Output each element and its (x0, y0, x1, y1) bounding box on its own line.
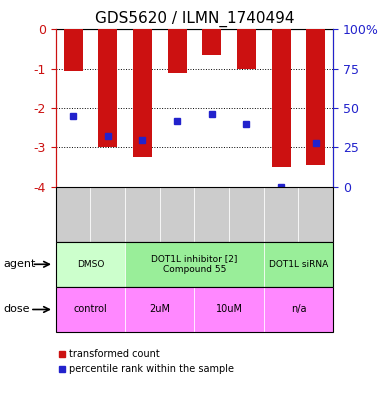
Text: agent: agent (4, 259, 36, 269)
Text: n/a: n/a (291, 305, 306, 314)
Text: dose: dose (4, 305, 30, 314)
Bar (133, 29, 152, 157)
Text: DMSO: DMSO (77, 260, 104, 269)
Bar (271, 29, 291, 167)
Bar (194, 187, 229, 242)
Bar (298, 187, 333, 242)
Text: control: control (74, 305, 107, 314)
Bar (237, 29, 256, 69)
Bar (64, 29, 83, 71)
Bar (125, 242, 264, 287)
Bar (194, 287, 264, 332)
Text: 10uM: 10uM (216, 305, 243, 314)
Bar (160, 187, 194, 242)
Text: DOT1L inhibitor [2]
Compound 55: DOT1L inhibitor [2] Compound 55 (151, 255, 238, 274)
Text: transformed count: transformed count (69, 349, 160, 359)
Bar (167, 29, 187, 73)
Bar (56, 287, 125, 332)
Text: DOT1L siRNA: DOT1L siRNA (269, 260, 328, 269)
Bar (264, 287, 333, 332)
Bar (125, 287, 194, 332)
Bar (98, 29, 117, 147)
Bar (306, 29, 325, 165)
Bar (56, 287, 333, 332)
Bar (56, 242, 333, 287)
Bar (202, 29, 221, 55)
Bar (90, 187, 125, 242)
Bar (264, 242, 333, 287)
Bar (125, 187, 160, 242)
Text: percentile rank within the sample: percentile rank within the sample (69, 364, 234, 375)
Text: 2uM: 2uM (149, 305, 170, 314)
Bar (56, 187, 90, 242)
Title: GDS5620 / ILMN_1740494: GDS5620 / ILMN_1740494 (95, 11, 294, 27)
Bar (264, 187, 298, 242)
Bar (56, 187, 333, 242)
Bar (229, 187, 264, 242)
Bar (56, 242, 125, 287)
